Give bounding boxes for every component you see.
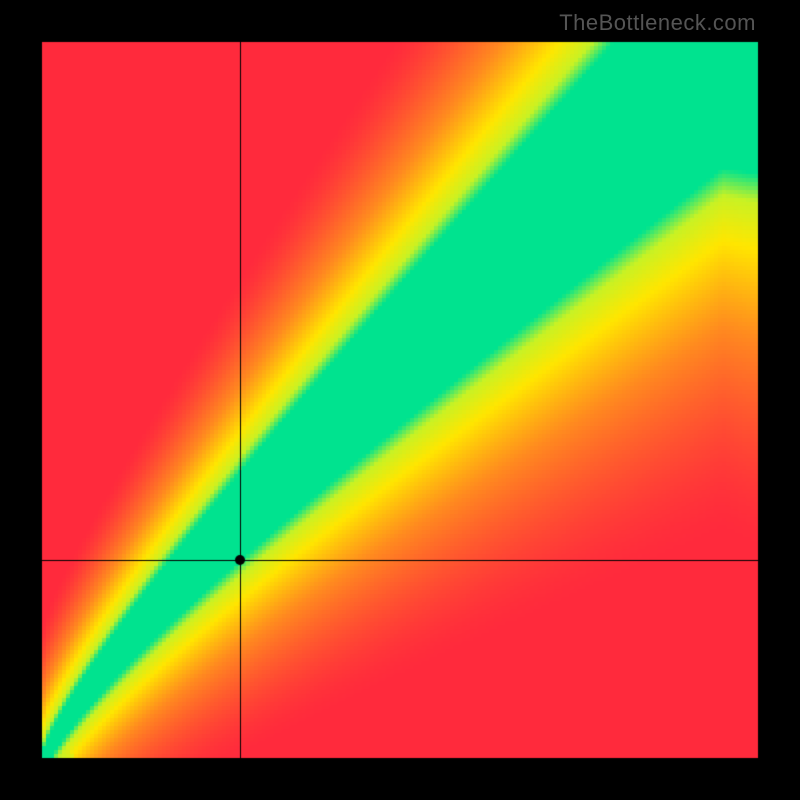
bottleneck-heatmap — [0, 0, 800, 800]
watermark-label: TheBottleneck.com — [559, 10, 756, 36]
